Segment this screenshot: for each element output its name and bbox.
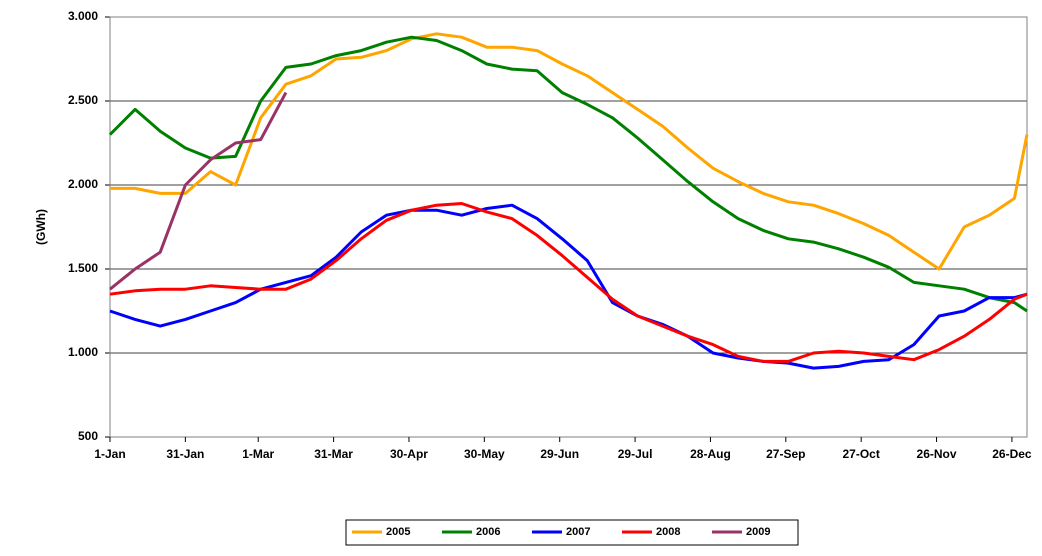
x-tick-label: 26-Dec <box>992 447 1032 461</box>
y-tick-label: 500 <box>78 429 98 443</box>
y-tick-label: 3.000 <box>68 9 98 23</box>
series-line <box>109 91 288 291</box>
y-tick-label: 2.500 <box>68 93 98 107</box>
y-tick-label: 1.000 <box>68 345 98 359</box>
plot-border <box>109 16 1028 438</box>
x-tick-label: 1-Mar <box>242 447 274 461</box>
y-tick-label: 2.000 <box>68 177 98 191</box>
x-tick-label: 26-Nov <box>917 447 957 461</box>
x-tick-label: 29-Jul <box>618 447 653 461</box>
x-tick-label: 29-Jun <box>540 447 579 461</box>
y-tick-label: 1.500 <box>68 261 98 275</box>
x-tick-label: 31-Mar <box>314 447 353 461</box>
series-line <box>109 202 1028 363</box>
x-tick-label: 30-Apr <box>390 447 428 461</box>
x-tick-label: 28-Aug <box>690 447 731 461</box>
x-tick-label: 31-Jan <box>166 447 204 461</box>
series-line <box>110 32 1029 271</box>
x-tick-label: 1-Jan <box>94 447 125 461</box>
x-tick-label: 30-May <box>464 447 505 461</box>
y-axis-label: (GWh) <box>34 209 48 245</box>
legend-label: 2008 <box>656 526 680 538</box>
x-tick-label: 27-Oct <box>843 447 880 461</box>
legend-label: 2005 <box>386 526 410 538</box>
series-line <box>109 203 1028 370</box>
x-tick-label: 27-Sep <box>766 447 805 461</box>
legend-label: 2007 <box>566 526 590 538</box>
legend-label: 2006 <box>476 526 500 538</box>
series-line <box>108 35 1028 313</box>
legend-label: 2009 <box>746 526 770 538</box>
